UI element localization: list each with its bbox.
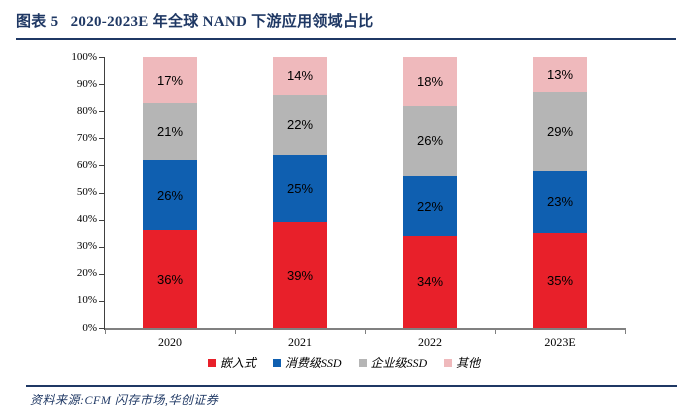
bar-value-label: 13% <box>546 67 574 83</box>
legend-swatch <box>207 358 216 367</box>
y-tick-label: 0% <box>82 321 97 334</box>
y-tick-mark <box>99 165 104 167</box>
bar-value-label: 14% <box>286 68 314 84</box>
figure-caption: 图表 5 2020-2023E 年全球 NAND 下游应用领域占比 <box>16 14 374 30</box>
y-tick-mark <box>99 138 104 140</box>
y-tick-mark <box>99 273 104 275</box>
legend-item: 嵌入式 <box>207 354 256 371</box>
y-tick-mark <box>99 192 104 194</box>
chart-legend: 嵌入式 消费级SSD 企业级SSD 其他 <box>0 354 688 371</box>
y-tick-label: 10% <box>76 294 97 307</box>
x-axis-label: 2023E <box>544 335 576 349</box>
bar-segment: 39% <box>273 222 327 328</box>
y-tick-label: 50% <box>76 186 97 198</box>
x-tick-mark <box>365 330 366 334</box>
legend-item: 企业级SSD <box>358 354 428 371</box>
bar-value-label: 26% <box>416 133 444 149</box>
bar-value-label: 29% <box>546 124 574 139</box>
bar-segment: 29% <box>533 92 587 171</box>
bar-segment: 34% <box>403 235 457 328</box>
x-axis-label: 2022 <box>418 335 442 349</box>
bar-segment: 26% <box>143 159 197 231</box>
bar-segment: 35% <box>533 233 587 328</box>
legend-swatch <box>272 358 281 367</box>
bar-segment: 17% <box>143 57 197 104</box>
bar-value-label: 26% <box>156 187 184 203</box>
y-tick-label: 100% <box>71 50 97 63</box>
y-tick-label: 90% <box>76 77 97 90</box>
bar-value-label: 17% <box>156 72 184 88</box>
bar-segment: 13% <box>533 57 587 93</box>
legend-item: 消费级SSD <box>272 354 342 371</box>
plot-area: 0% 10% 20% 30% 40% 50% 60% 70% 80% 90% 100% 36% 26% 2… <box>71 51 626 349</box>
bar-value-label: 22% <box>416 198 444 214</box>
x-axis-label: 2021 <box>288 335 312 349</box>
bar-segment: 22% <box>403 176 457 236</box>
legend-label: 嵌入式 <box>219 356 256 370</box>
bar-segment: 23% <box>533 170 587 234</box>
bar-segment: 25% <box>273 154 327 223</box>
bar-value-label: 35% <box>546 273 574 289</box>
legend-item: 其他 <box>444 354 480 371</box>
legend-swatch <box>358 358 367 367</box>
legend-swatch <box>444 358 453 367</box>
footer-rule <box>26 385 677 387</box>
y-tick-mark <box>99 246 104 248</box>
legend-label: 企业级SSD <box>370 356 428 370</box>
legend-label: 其他 <box>456 356 481 370</box>
bar-value-label: 34% <box>416 274 444 290</box>
bar-value-label: 23% <box>546 194 574 210</box>
bar-segment: 26% <box>403 105 457 177</box>
y-tick-mark <box>99 328 104 329</box>
y-tick-mark <box>99 84 104 86</box>
y-tick-label: 40% <box>76 213 97 226</box>
bar-segment: 14% <box>273 57 327 95</box>
y-tick-label: 70% <box>76 131 97 144</box>
bar-segment: 18% <box>403 57 457 106</box>
y-tick-mark <box>99 300 104 302</box>
x-tick-mark <box>625 330 626 334</box>
y-tick-label: 30% <box>76 240 97 253</box>
legend-label: 消费级SSD <box>284 356 342 370</box>
y-tick-mark <box>99 111 104 113</box>
bar-value-label: 39% <box>286 267 314 283</box>
bar-value-label: 25% <box>286 180 314 196</box>
bar-value-label: 22% <box>286 117 314 133</box>
bar-value-label: 18% <box>416 73 444 89</box>
y-tick-mark <box>99 57 104 58</box>
bar-segment: 36% <box>143 230 197 328</box>
x-tick-mark <box>495 330 496 334</box>
source-note: 资料来源:CFM 闪存市场,华创证券 <box>30 393 219 407</box>
y-tick-label: 80% <box>76 104 97 117</box>
caption-underline <box>16 38 676 40</box>
y-tick-label: 20% <box>76 267 97 280</box>
bar-segment: 22% <box>273 94 327 155</box>
x-axis-label: 2020 <box>158 335 182 349</box>
bar-value-label: 36% <box>156 271 184 287</box>
y-tick-mark <box>99 219 104 221</box>
bar-segment: 21% <box>143 103 197 160</box>
x-axis-line <box>105 328 626 330</box>
y-axis-line <box>104 57 105 330</box>
bar-value-label: 21% <box>156 124 184 140</box>
x-tick-mark <box>105 330 106 334</box>
x-tick-mark <box>235 330 236 334</box>
y-tick-label: 60% <box>76 158 97 171</box>
